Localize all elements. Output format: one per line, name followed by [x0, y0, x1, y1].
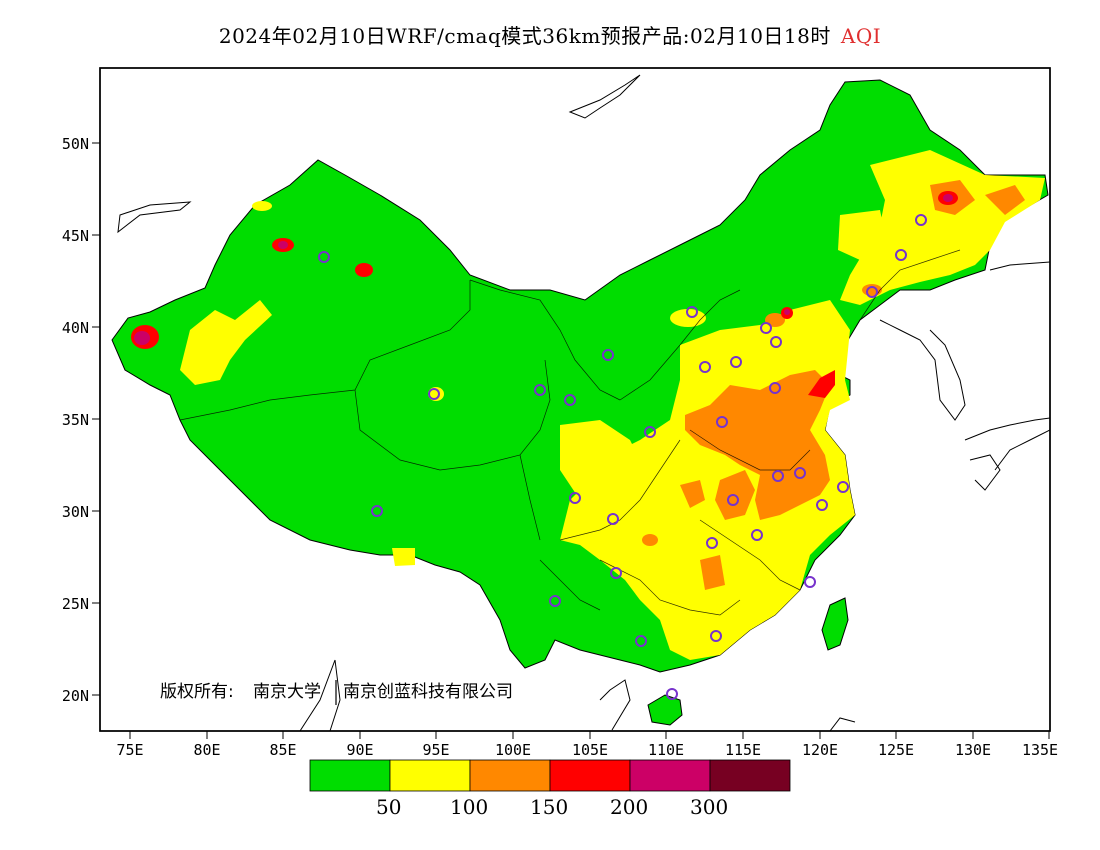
lon-label: 80E: [193, 741, 220, 759]
lon-labels: 75E 80E 85E 90E 95E 100E 105E 110E 115E …: [116, 741, 1058, 759]
lon-label: 105E: [572, 741, 608, 759]
copyright-label: 版权所有:: [160, 682, 234, 702]
lon-label: 100E: [495, 741, 531, 759]
legend-label: 100: [450, 795, 489, 819]
legend-label: 150: [530, 795, 569, 819]
neighbor-coastlines: [117, 74, 1050, 731]
purple-hotspots: [134, 194, 953, 345]
lat-label: 40N: [62, 319, 89, 337]
map-title: 2024年02月10日WRF/cmaq模式36km预报产品:02月10日18时 A…: [0, 20, 1100, 49]
lon-label: 90E: [346, 741, 373, 759]
legend-swatch: [709, 759, 791, 792]
lon-label: 125E: [878, 741, 914, 759]
lon-ticks: [129, 731, 1050, 739]
copyright: 版权所有: 南京大学 南京创蓝科技有限公司: [160, 680, 513, 705]
legend-swatch: [549, 759, 631, 792]
lon-label: 95E: [422, 741, 449, 759]
lat-label: 30N: [62, 503, 89, 521]
lon-label: 130E: [955, 741, 991, 759]
legend-label: 50: [376, 795, 402, 819]
map-content: [111, 74, 1050, 731]
lat-label: 20N: [62, 687, 89, 705]
legend-swatch: [629, 759, 711, 792]
monitoring-stations: [318, 214, 927, 700]
legend-label: 200: [610, 795, 649, 819]
lat-label: 35N: [62, 411, 89, 429]
lon-label: 110E: [648, 741, 684, 759]
copyright-org1: 南京大学: [253, 682, 321, 702]
lon-label: 135E: [1022, 741, 1058, 759]
province-boundaries: [179, 249, 961, 616]
lat-labels: 50N 45N 40N 35N 30N 25N 20N: [62, 135, 89, 705]
taiwan-island: [821, 597, 849, 651]
lat-label: 50N: [62, 135, 89, 153]
lon-label: 85E: [269, 741, 296, 759]
hainan-island: [647, 694, 683, 726]
lat-label: 45N: [62, 227, 89, 245]
title-text: 2024年02月10日WRF/cmaq模式36km预报产品:02月10日18时: [218, 24, 831, 48]
lat-ticks: [92, 142, 100, 696]
aqi-legend-bar: [309, 759, 791, 792]
legend-label: 300: [690, 795, 729, 819]
lon-label: 115E: [725, 741, 761, 759]
copyright-org2: 南京创蓝科技有限公司: [343, 682, 513, 702]
lon-label: 120E: [802, 741, 838, 759]
lon-label: 75E: [116, 741, 143, 759]
lat-label: 25N: [62, 595, 89, 613]
legend-swatch: [389, 759, 471, 792]
legend-swatch: [469, 759, 551, 792]
legend-swatch: [309, 759, 391, 792]
variable-label: AQI: [840, 24, 882, 48]
